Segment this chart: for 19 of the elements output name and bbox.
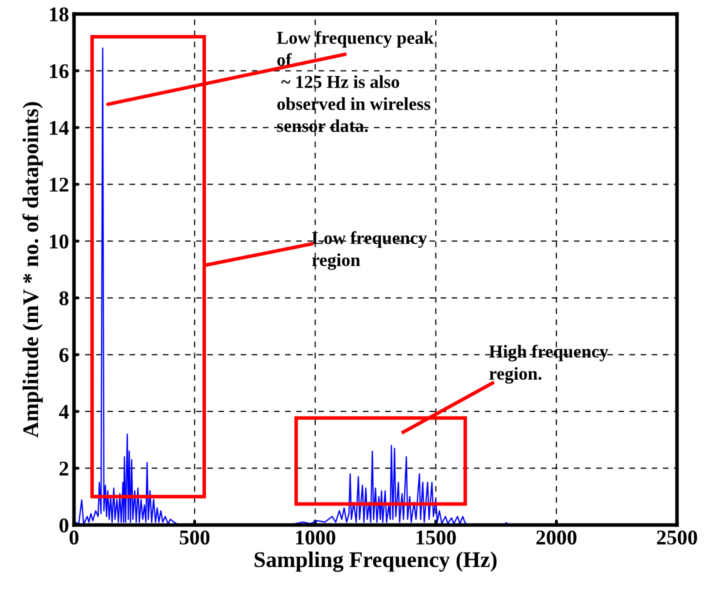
y-tick-label: 18: [50, 7, 68, 22]
y-tick-label: 14: [50, 121, 69, 135]
y-tick-label: 12: [50, 178, 68, 192]
x-tick-label: 2000: [536, 530, 576, 545]
y-tick-label: 8: [59, 291, 68, 306]
x-tick-label: 1000: [296, 530, 336, 545]
x-tick-label: 500: [180, 530, 210, 545]
y-tick-label: 6: [59, 348, 69, 362]
x-tick-label: 2500: [657, 530, 698, 545]
x-tick-label: 1500: [416, 530, 456, 545]
y-tick-label: 16: [50, 64, 69, 78]
y-tick-label: 2: [60, 462, 68, 476]
y-tick-label: 0: [60, 518, 68, 532]
x-tick-label: 0: [70, 530, 78, 545]
annotation: High frequency region.: [489, 344, 608, 384]
y-tick-label: 10: [50, 234, 68, 249]
y-axis-title: Amplitude (mV * no. of datapoints): [22, 102, 43, 438]
y-tick-label: 4: [59, 404, 69, 419]
x-axis-title: Sampling Frequency (Hz): [254, 552, 497, 572]
